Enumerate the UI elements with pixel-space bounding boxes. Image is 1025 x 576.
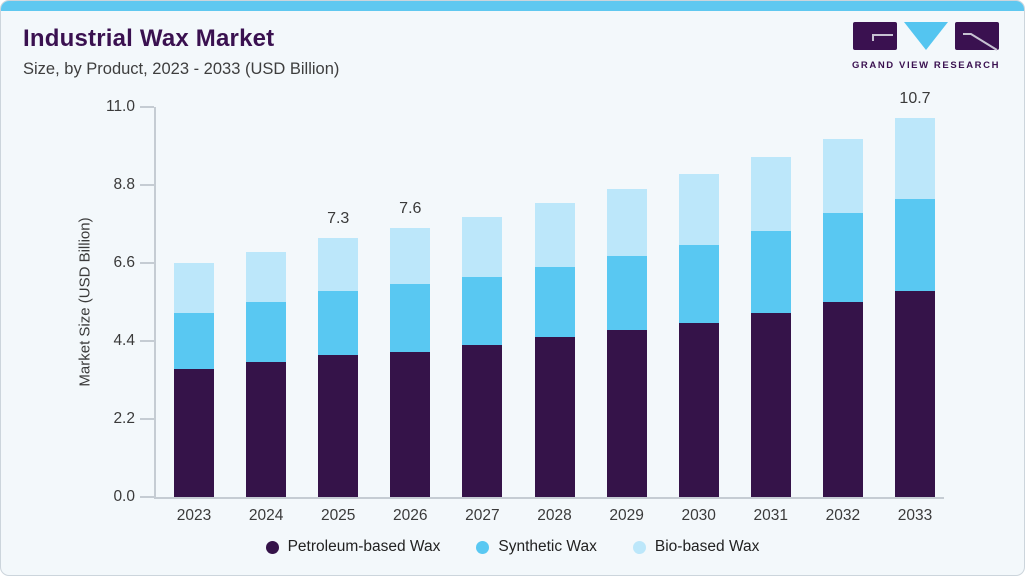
legend-label-bio: Bio-based Wax bbox=[654, 538, 760, 555]
grand-view-research-logo: GRAND VIEW RESEARCH bbox=[850, 21, 1002, 71]
x-axis-label-2027: 2027 bbox=[465, 507, 500, 524]
legend-item-bio: Bio-based Wax bbox=[632, 538, 760, 556]
card-top-accent-strip bbox=[1, 1, 1024, 11]
y-tick-mark-6.6 bbox=[140, 262, 154, 264]
bar-segment-petroleum-2033 bbox=[895, 291, 935, 497]
x-axis-label-2025: 2025 bbox=[320, 507, 356, 524]
legend-label-petroleum: Petroleum-based Wax bbox=[287, 538, 441, 555]
x-axis-label-2026: 2026 bbox=[393, 507, 428, 524]
bar-segment-bio-2030 bbox=[678, 174, 719, 246]
y-axis-tick-label-0.0: 0.0 bbox=[113, 488, 135, 505]
bar-segment-bio-2028 bbox=[534, 202, 575, 267]
x-axis-label-2028: 2028 bbox=[537, 507, 572, 524]
x-axis-line bbox=[154, 497, 944, 499]
bar-segment-petroleum-2025 bbox=[318, 355, 359, 497]
logo-wordmark: GRAND VIEW RESEARCH bbox=[851, 60, 1001, 71]
page-title: Industrial Wax Market bbox=[23, 25, 275, 52]
bar-segment-bio-2031 bbox=[750, 156, 791, 232]
bar-segment-bio-2032 bbox=[822, 138, 863, 214]
bar-segment-synthetic-2028 bbox=[534, 266, 575, 338]
bar-segment-petroleum-2028 bbox=[534, 337, 575, 497]
y-axis-line bbox=[154, 107, 156, 497]
y-tick-mark-11.0 bbox=[140, 106, 154, 108]
x-axis-label-2030: 2030 bbox=[681, 507, 716, 524]
bio-legend-dot-icon bbox=[632, 540, 646, 554]
x-axis-label-2029: 2029 bbox=[609, 507, 644, 524]
synthetic-legend-dot-icon bbox=[476, 540, 490, 554]
y-axis-tick-label-11.0: 11.0 bbox=[105, 98, 135, 115]
bar-segment-petroleum-2030 bbox=[678, 323, 719, 497]
bar-segment-synthetic-2026 bbox=[390, 284, 431, 352]
y-axis-title: Market Size (USD Billion) bbox=[76, 217, 94, 387]
bar-segment-bio-2029 bbox=[606, 188, 647, 256]
gvr-logo-icon bbox=[853, 22, 999, 51]
y-tick-mark-4.4 bbox=[140, 340, 154, 342]
bar-segment-bio-2025 bbox=[318, 238, 359, 292]
bar-segment-petroleum-2029 bbox=[606, 330, 647, 497]
bar-segment-synthetic-2023 bbox=[174, 312, 214, 370]
bar-segment-bio-2026 bbox=[390, 227, 431, 285]
bar-segment-synthetic-2027 bbox=[462, 277, 503, 345]
x-axis-label-2032: 2032 bbox=[825, 507, 861, 524]
y-tick-mark-8.8 bbox=[140, 184, 154, 186]
bar-segment-synthetic-2033 bbox=[895, 199, 935, 292]
bar-segment-petroleum-2024 bbox=[246, 362, 287, 497]
chart-legend: Petroleum-based Wax Synthetic Wax Bio-ba… bbox=[1, 538, 1024, 556]
y-axis-tick-label-6.6: 6.6 bbox=[113, 254, 135, 271]
bar-segment-synthetic-2029 bbox=[606, 255, 647, 331]
bar-total-label-2025: 7.3 bbox=[327, 210, 350, 228]
bar-segment-synthetic-2025 bbox=[318, 291, 359, 356]
petroleum-legend-dot-icon bbox=[265, 540, 279, 554]
y-axis-tick-label-4.4: 4.4 bbox=[113, 332, 135, 349]
bar-segment-bio-2024 bbox=[246, 252, 287, 302]
chart-header: Industrial Wax Market Size, by Product, … bbox=[23, 25, 339, 79]
page-subtitle: Size, by Product, 2023 - 2033 (USD Billi… bbox=[23, 60, 340, 78]
x-axis-label-2023: 2023 bbox=[176, 507, 212, 524]
legend-item-petroleum: Petroleum-based Wax bbox=[265, 538, 441, 556]
bar-segment-synthetic-2024 bbox=[246, 302, 287, 363]
bar-segment-bio-2033 bbox=[895, 117, 935, 200]
x-axis-label-2024: 2024 bbox=[248, 507, 284, 524]
x-axis-label-2031: 2031 bbox=[753, 507, 789, 524]
bar-total-label-2026: 7.6 bbox=[399, 199, 422, 217]
bar-segment-petroleum-2027 bbox=[462, 344, 503, 497]
bar-segment-petroleum-2031 bbox=[750, 312, 791, 497]
legend-label-synthetic: Synthetic Wax bbox=[498, 538, 597, 555]
y-tick-mark-0.0 bbox=[140, 496, 154, 498]
y-axis-tick-label-2.2: 2.2 bbox=[113, 410, 135, 427]
bar-segment-petroleum-2032 bbox=[822, 302, 863, 497]
y-tick-mark-2.2 bbox=[140, 418, 154, 420]
bar-segment-petroleum-2023 bbox=[174, 369, 214, 497]
bar-segment-bio-2023 bbox=[174, 263, 214, 313]
bar-segment-petroleum-2026 bbox=[390, 351, 431, 497]
bar-segment-synthetic-2032 bbox=[822, 213, 863, 302]
bar-segment-synthetic-2031 bbox=[750, 231, 791, 313]
bar-segment-bio-2027 bbox=[462, 216, 503, 278]
bar-segment-synthetic-2030 bbox=[678, 245, 719, 324]
x-axis-label-2033: 2033 bbox=[897, 507, 933, 524]
legend-item-synthetic: Synthetic Wax bbox=[476, 538, 597, 556]
bar-total-label-2033: 10.7 bbox=[899, 89, 931, 107]
y-axis-tick-label-8.8: 8.8 bbox=[113, 176, 135, 193]
